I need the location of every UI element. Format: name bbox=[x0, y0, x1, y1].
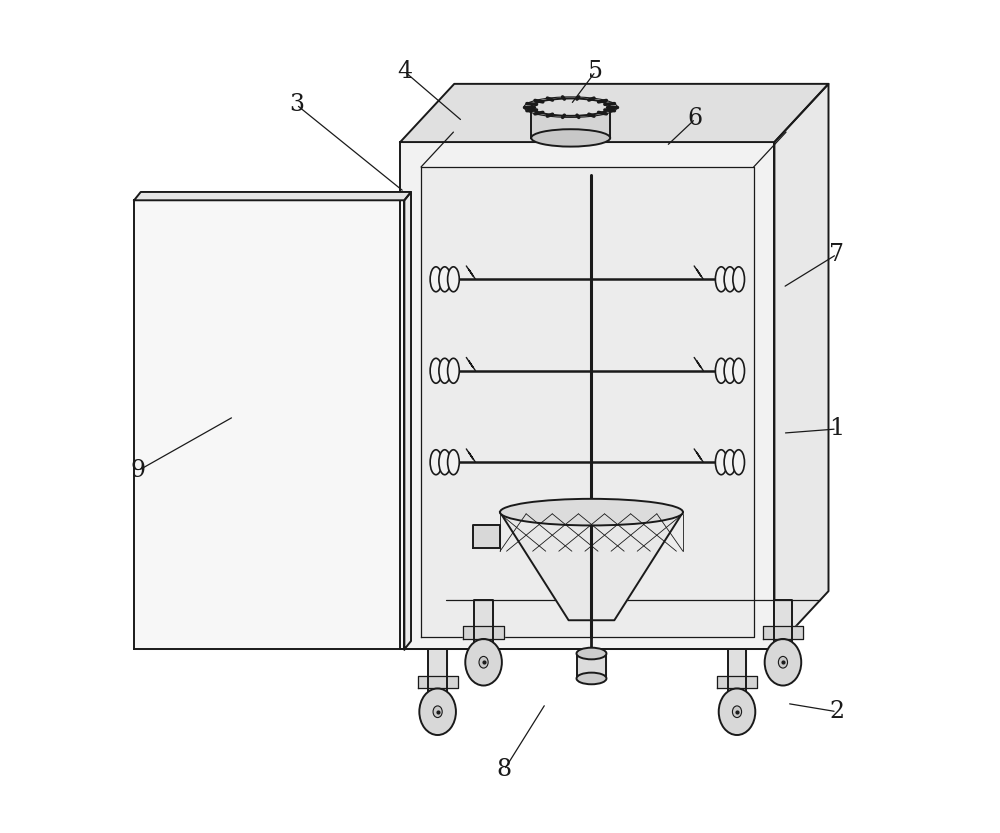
Polygon shape bbox=[763, 626, 803, 639]
Ellipse shape bbox=[430, 450, 442, 475]
Ellipse shape bbox=[465, 639, 502, 686]
Polygon shape bbox=[531, 107, 610, 138]
Ellipse shape bbox=[500, 499, 683, 526]
Ellipse shape bbox=[577, 672, 606, 684]
Polygon shape bbox=[421, 167, 754, 637]
Ellipse shape bbox=[577, 648, 606, 660]
Polygon shape bbox=[774, 84, 828, 650]
Ellipse shape bbox=[732, 706, 742, 717]
Text: 3: 3 bbox=[289, 93, 304, 116]
Ellipse shape bbox=[531, 98, 610, 116]
Ellipse shape bbox=[733, 358, 744, 383]
Ellipse shape bbox=[778, 656, 788, 668]
Polygon shape bbox=[134, 200, 404, 650]
Ellipse shape bbox=[531, 129, 610, 147]
Ellipse shape bbox=[430, 358, 442, 383]
Text: 9: 9 bbox=[131, 459, 146, 482]
Polygon shape bbox=[717, 676, 757, 688]
Ellipse shape bbox=[448, 267, 459, 292]
Ellipse shape bbox=[724, 450, 736, 475]
Ellipse shape bbox=[419, 688, 456, 735]
Polygon shape bbox=[134, 192, 411, 200]
Polygon shape bbox=[404, 192, 411, 650]
Ellipse shape bbox=[719, 688, 755, 735]
Ellipse shape bbox=[448, 358, 459, 383]
Ellipse shape bbox=[439, 267, 451, 292]
Ellipse shape bbox=[724, 267, 736, 292]
Text: 8: 8 bbox=[497, 758, 512, 781]
Ellipse shape bbox=[715, 450, 727, 475]
Polygon shape bbox=[418, 676, 458, 688]
Polygon shape bbox=[774, 600, 792, 662]
Polygon shape bbox=[400, 84, 828, 142]
Text: 1: 1 bbox=[829, 417, 844, 441]
Ellipse shape bbox=[479, 656, 488, 668]
Ellipse shape bbox=[448, 450, 459, 475]
Ellipse shape bbox=[733, 267, 744, 292]
Ellipse shape bbox=[430, 267, 442, 292]
Ellipse shape bbox=[724, 358, 736, 383]
Polygon shape bbox=[728, 650, 746, 711]
Text: 2: 2 bbox=[829, 701, 844, 723]
Ellipse shape bbox=[765, 639, 801, 686]
Polygon shape bbox=[400, 142, 774, 650]
Ellipse shape bbox=[439, 358, 451, 383]
Polygon shape bbox=[474, 600, 493, 662]
Polygon shape bbox=[428, 650, 447, 711]
Text: 6: 6 bbox=[688, 107, 703, 130]
Ellipse shape bbox=[439, 450, 451, 475]
Polygon shape bbox=[577, 654, 606, 678]
Text: 7: 7 bbox=[829, 243, 844, 266]
Polygon shape bbox=[473, 525, 500, 548]
Text: 4: 4 bbox=[397, 60, 412, 82]
Polygon shape bbox=[500, 512, 683, 621]
Ellipse shape bbox=[715, 358, 727, 383]
Polygon shape bbox=[463, 626, 504, 639]
Ellipse shape bbox=[433, 706, 442, 717]
Ellipse shape bbox=[733, 450, 744, 475]
Text: 5: 5 bbox=[588, 60, 603, 82]
Ellipse shape bbox=[715, 267, 727, 292]
